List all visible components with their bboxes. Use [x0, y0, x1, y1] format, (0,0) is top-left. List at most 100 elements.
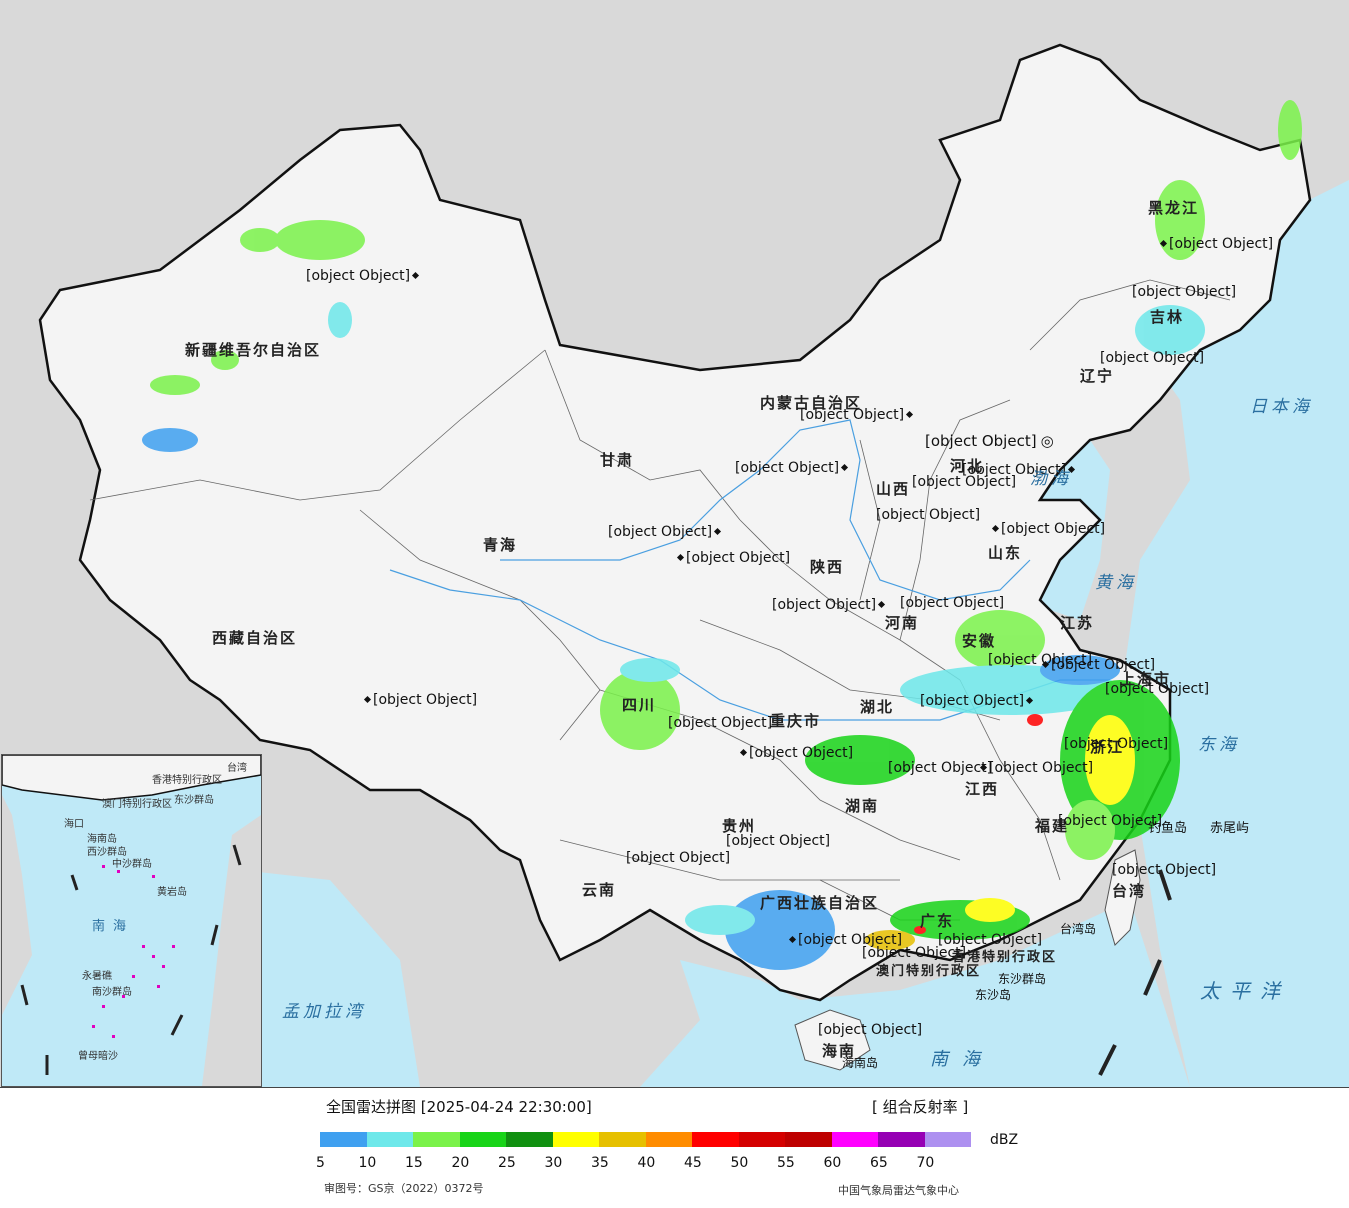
color-swatch — [924, 1132, 971, 1147]
city-label[interactable]: [object Object] — [962, 462, 1077, 478]
color-swatch — [738, 1132, 785, 1147]
region-label: 云南 — [582, 881, 617, 899]
region-label: 福建 — [1035, 817, 1070, 835]
region-label: 上海市 — [1120, 670, 1172, 688]
city-label[interactable]: [object Object] — [1112, 862, 1217, 878]
map-approval-number: 审图号：GS京（2022）0372号 — [324, 1182, 484, 1195]
region-label: 湖北 — [860, 698, 895, 716]
sea-label: 孟加拉湾 — [282, 1002, 366, 1022]
region-label: 澳门特别行政区 — [876, 964, 982, 979]
color-swatch — [320, 1132, 367, 1147]
region-label: 江西 — [965, 780, 1000, 798]
region-label: 四川 — [622, 696, 657, 714]
region-label: 浙江 — [1090, 738, 1125, 756]
region-label: 江苏 — [1060, 614, 1095, 632]
city-label[interactable]: [object Object] — [800, 407, 915, 423]
sea-label: 南海 — [930, 1049, 994, 1070]
city-label[interactable]: [object Object] — [787, 932, 902, 948]
maritime-dashes — [1098, 869, 1172, 1076]
city-label[interactable]: [object Object] — [735, 460, 850, 476]
legend-tick: 40 — [637, 1155, 656, 1171]
city-label[interactable]: [object Object] — [920, 693, 1035, 709]
city-label[interactable]: [object Object] — [608, 524, 723, 540]
region-label: 河南 — [885, 614, 920, 632]
city-label[interactable]: [object Object] — [862, 945, 967, 961]
inset-label: 澳门特别行政区 — [102, 799, 172, 810]
inset-svg — [2, 755, 261, 1086]
island-label: 赤尾屿 — [1210, 821, 1250, 836]
legend-title: 全国雷达拼图 [2025-04-24 22:30:00] — [326, 1098, 592, 1116]
city-label[interactable]: [object Object] — [900, 595, 1005, 611]
sea-label: 日本海 — [1250, 397, 1313, 417]
region-label: 西藏自治区 — [212, 629, 298, 647]
inset-land — [2, 755, 261, 801]
city-label[interactable]: [object Object] ◎ — [925, 432, 1054, 450]
sea-label: 太平洋 — [1200, 979, 1290, 1003]
city-label[interactable]: [object Object] — [626, 850, 731, 866]
color-swatch — [599, 1132, 646, 1147]
foreign-land-sea-east — [1110, 180, 1349, 1087]
color-swatch — [366, 1132, 413, 1147]
city-label[interactable]: [object Object] — [912, 474, 1017, 490]
region-label: 台湾 — [1112, 882, 1147, 900]
color-swatch — [645, 1132, 692, 1147]
legend-tick: 15 — [405, 1155, 423, 1171]
city-label[interactable]: [object Object] — [726, 833, 831, 849]
region-label: 贵州 — [722, 817, 757, 835]
radar-echoes — [142, 100, 1302, 970]
inset-label: 台湾 — [227, 763, 247, 774]
city-label[interactable]: [object Object] — [876, 507, 981, 523]
inset-label: 南海 — [92, 919, 135, 934]
inset-label: 永暑礁 — [82, 971, 112, 982]
sea-south — [640, 900, 1190, 1087]
city-label[interactable]: [object Object] — [988, 652, 1093, 668]
inset-label: 西沙群岛 — [87, 847, 127, 858]
south-china-sea-inset[interactable]: 台湾 香港特别行政区 澳门特别行政区 东沙群岛 海口 海南岛 西沙群岛 中沙群岛… — [1, 754, 262, 1087]
city-label[interactable]: [object Object] — [306, 268, 421, 284]
city-label[interactable]: [object Object] — [1158, 236, 1273, 252]
city-label[interactable]: [object Object] — [938, 932, 1043, 948]
city-label[interactable]: [object Object] — [990, 521, 1105, 537]
legend-unit: dBZ — [990, 1132, 1019, 1148]
city-label[interactable]: [object Object] — [1105, 681, 1210, 697]
city-label[interactable]: [object Object] — [818, 1022, 923, 1038]
city-label[interactable]: [object Object] — [668, 715, 773, 731]
region-label: 海南 — [822, 1042, 857, 1060]
city-label[interactable]: [object Object] — [362, 692, 477, 708]
sea-bengal — [240, 870, 420, 1087]
legend-tick: 25 — [498, 1155, 516, 1171]
city-label[interactable]: [object Object] — [1058, 813, 1163, 829]
radar-map[interactable]: 新疆维吾尔自治区 西藏自治区 青海 甘肃 四川 云南 贵州 陕西 山西 河南 湖… — [0, 0, 1349, 1088]
city-label[interactable]: [object Object] — [1040, 657, 1155, 673]
inset-label: 香港特别行政区 — [152, 775, 222, 786]
legend-tick: 55 — [777, 1155, 795, 1171]
sea-label: 黄海 — [1095, 573, 1137, 593]
legend-tick: 70 — [916, 1155, 935, 1171]
data-source: 中国气象局雷达气象中心 — [838, 1184, 959, 1197]
sea-label: 渤海 — [1030, 469, 1072, 489]
legend-tick: 20 — [451, 1155, 470, 1171]
city-label[interactable]: [object Object] — [738, 745, 853, 761]
city-label[interactable]: [object Object] — [1100, 350, 1205, 366]
region-label: 湖南 — [845, 797, 880, 815]
city-label[interactable]: [object Object] — [888, 760, 993, 776]
city-label[interactable]: [object Object] — [978, 760, 1093, 776]
china-land — [38, 43, 1312, 1002]
legend-tick: 5 — [316, 1155, 325, 1171]
region-label: 广东 — [920, 912, 955, 930]
city-label[interactable]: [object Object] — [1132, 284, 1237, 300]
legend-tick: 50 — [730, 1155, 749, 1171]
color-scale-bar — [320, 1132, 971, 1147]
city-label[interactable]: [object Object] — [675, 550, 790, 566]
city-label[interactable]: [object Object] — [1064, 736, 1169, 752]
legend-tick: 35 — [591, 1155, 609, 1171]
region-label: 内蒙古自治区 — [760, 394, 863, 412]
color-swatch — [692, 1132, 739, 1147]
region-label: 山西 — [876, 480, 911, 498]
sea-label: 东海 — [1198, 735, 1240, 755]
color-swatch — [506, 1132, 553, 1147]
legend-tick: 65 — [870, 1155, 888, 1171]
inset-label: 曾母暗沙 — [78, 1051, 118, 1062]
city-label[interactable]: [object Object] — [772, 597, 887, 613]
region-label: 新疆维吾尔自治区 — [185, 341, 322, 359]
